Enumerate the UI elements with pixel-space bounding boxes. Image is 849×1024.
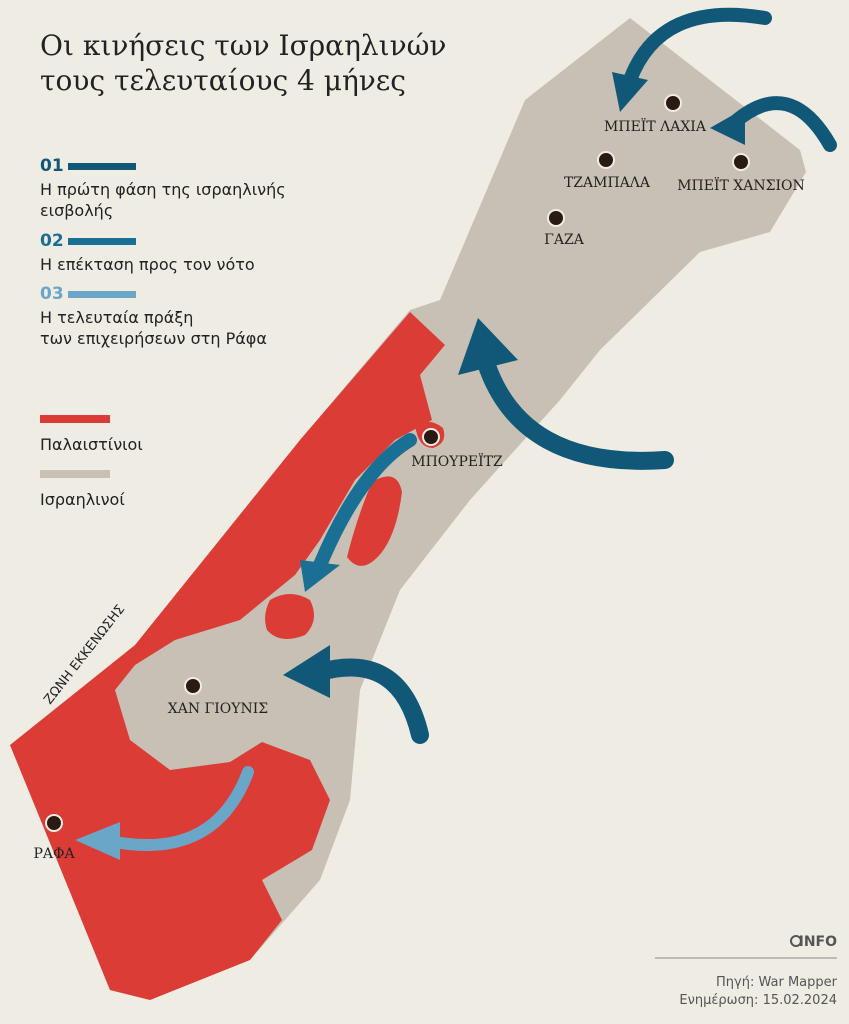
palestinian-patch (265, 594, 314, 639)
phase-swatch (68, 163, 136, 170)
cities: ΜΠΕΪΤ ΛΑΧΙΑ ΤΖΑΜΠΑΛΑ ΜΠΕΪΤ ΧΑΝΣΙΟΝ ΓΑΖΑ ΜΠΟΥ… (33, 94, 805, 862)
arrowhead (75, 822, 120, 860)
phase-label: εισβολής (40, 201, 113, 220)
phase-number: 03 (40, 284, 64, 304)
city-dot (547, 209, 565, 227)
updated: Ενημέρωση: 15.02.2024 (679, 993, 837, 1008)
arrowhead (710, 108, 745, 145)
legend: 01 Η πρώτη φάση της ισραηλινής εισβολής 02 Η… (40, 156, 286, 509)
city-label: ΓΑΖΑ (544, 232, 585, 248)
phase-label: Η πρώτη φάση της ισραηλινής (40, 180, 286, 199)
arrows (75, 7, 837, 860)
area-label: Ισραηλινοί (40, 490, 125, 509)
source: Πηγή: War Mapper (716, 975, 838, 990)
phase-number: 01 (40, 156, 64, 176)
city-dot (664, 94, 682, 112)
city-label: ΡΑΦΑ (33, 846, 75, 862)
city-dot (422, 428, 440, 446)
title-line: τους τελευταίους 4 μήνες (40, 64, 406, 97)
city-dot (732, 153, 750, 171)
area-swatch (40, 415, 110, 423)
area-label: Παλαιστίνιοι (40, 435, 143, 454)
city-label: ΜΠΕΪΤ ΛΑΧΙΑ (604, 117, 707, 135)
city-dot (597, 151, 615, 169)
area-swatch (40, 470, 110, 478)
arrow (311, 658, 429, 744)
arrow (109, 766, 254, 851)
arrowhead (283, 645, 330, 698)
arrowhead (300, 560, 340, 592)
phase-number: 02 (40, 231, 64, 251)
city-label: ΧΑΝ ΓΙΟΥΝΙΣ (168, 701, 268, 717)
israeli-area (10, 18, 806, 1000)
brand-icon (790, 935, 802, 947)
phase-label: Η επέκταση προς τον νότο (40, 255, 255, 274)
city-dot (45, 814, 63, 832)
arrow (476, 351, 674, 470)
city-dot (184, 677, 202, 695)
phase-label: των επιχειρήσεων στη Ράφα (40, 329, 267, 348)
phase-swatch (68, 291, 136, 298)
title-line: Οι κινήσεις των Ισραηλινών (40, 29, 446, 62)
arrow (313, 433, 417, 572)
city-label: ΤΖΑΜΠΑΛΑ (564, 175, 651, 191)
arrow (728, 96, 837, 152)
arrowhead (612, 72, 648, 112)
phase-swatch (68, 238, 136, 245)
arrowhead (458, 318, 518, 375)
arrow (623, 7, 772, 87)
city-label: ΜΠΕΪΤ ΧΑΝΣΙΟΝ (677, 176, 805, 194)
city-label: ΜΠΟΥΡΕΪΤΖ (411, 452, 503, 470)
brand: INFO (799, 934, 837, 950)
palestinian-patch (347, 476, 402, 566)
phase-label: Η τελευταία πράξη (40, 308, 193, 327)
